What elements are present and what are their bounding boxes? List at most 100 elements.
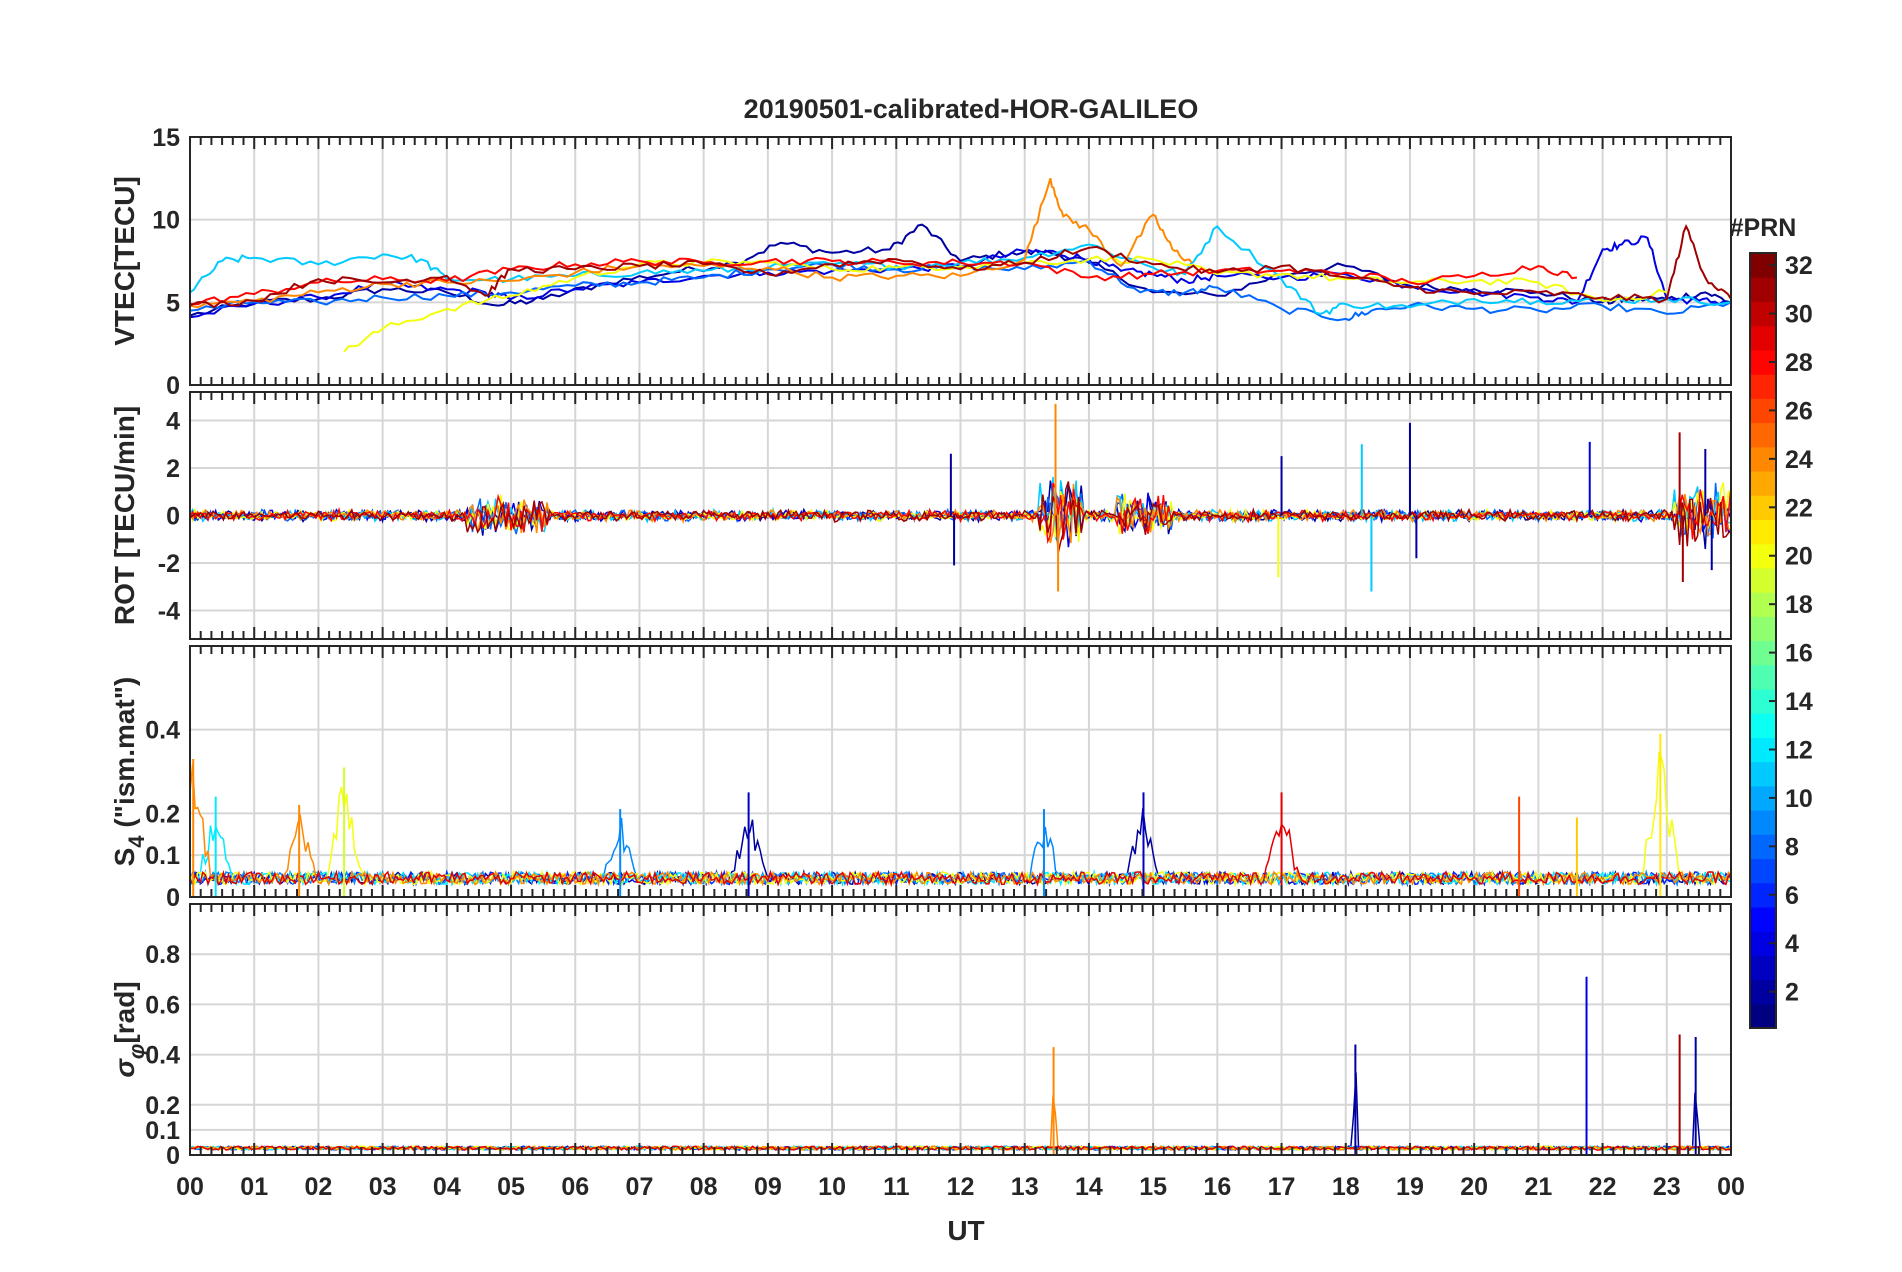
colorbar-segment: [1750, 955, 1776, 981]
y-axis-label: VTEC[TECU]: [109, 176, 140, 346]
x-tick-label: 23: [1653, 1173, 1681, 1201]
y-label-main: S: [109, 848, 140, 867]
x-tick-label: 00: [176, 1173, 204, 1201]
x-tick-label: 05: [497, 1173, 525, 1201]
colorbar-tick-label: 24: [1785, 446, 1813, 474]
panel-2: -4 -2 0 2 4 ROT [TECU/min]: [109, 391, 1732, 640]
y-tick-label: 0.2: [145, 800, 180, 828]
colorbar-segment: [1750, 713, 1776, 738]
x-tick-label: 11: [883, 1173, 910, 1201]
colorbar-segment: [1750, 470, 1776, 496]
colorbar-tick-label: 10: [1785, 785, 1813, 813]
x-tick-label: 17: [1268, 1173, 1296, 1201]
y-tick-label: 0.2: [145, 1092, 180, 1120]
colorbar-segment: [1750, 277, 1776, 303]
y-axis-label: ROT [TECU/min]: [109, 406, 140, 625]
panel-1: 0 5 10 15 VTEC[TECU]: [109, 124, 1732, 400]
x-tick-label: 07: [626, 1173, 654, 1201]
y-tick-label: -4: [158, 598, 180, 626]
x-tick-label: 18: [1332, 1173, 1360, 1201]
y-axis-label: S4 ("ism.mat"): [109, 677, 149, 867]
index-line: [190, 822, 1731, 888]
colorbar-tick-label: 4: [1785, 930, 1799, 958]
colorbar-tick-label: 2: [1785, 979, 1799, 1007]
colorbar-segment: [1750, 761, 1776, 787]
y-tick-label: 5: [166, 289, 180, 317]
colorbar-segment: [1750, 858, 1776, 884]
colorbar-tick-label: 14: [1785, 688, 1813, 716]
y-tick-label: 0: [166, 372, 180, 400]
x-tick-label: 03: [369, 1173, 397, 1201]
y-tick-label: 0: [166, 884, 180, 912]
x-tick-label: 12: [947, 1173, 975, 1201]
chart-title: 20190501-calibrated-HOR-GALILEO: [744, 94, 1199, 124]
colorbar-frame: [1749, 252, 1777, 1029]
x-tick-label: 21: [1524, 1173, 1552, 1201]
colorbar-segment: [1750, 906, 1776, 932]
colorbar-tick-label: 32: [1785, 252, 1813, 280]
colorbar-tick-label: 20: [1785, 543, 1813, 571]
colorbar-segment: [1750, 567, 1776, 593]
y-label-subscript: 4: [124, 835, 149, 848]
y-tick-label: 2: [166, 455, 180, 483]
x-tick-label: 16: [1203, 1173, 1231, 1201]
x-tick-label: 02: [305, 1173, 333, 1201]
y-label-suffix: ("ism.mat"): [109, 677, 140, 836]
data-layer: [190, 733, 1731, 897]
data-layer: [190, 178, 1731, 353]
x-tick-label: 10: [818, 1173, 846, 1201]
y-tick-label: 0.6: [145, 991, 180, 1019]
x-axis: 00 01 02 03 04 05 06 07 08 09 10 11 12 13 14 15 16 17 18 19…: [176, 1173, 1745, 1201]
data-layer: [190, 403, 1731, 592]
x-tick-label: 19: [1396, 1173, 1424, 1201]
y-tick-label: 0.1: [145, 1117, 180, 1145]
y-axis-label: σφ[rad]: [109, 981, 149, 1077]
x-tick-label: 08: [690, 1173, 718, 1201]
x-tick-label: 13: [1011, 1173, 1039, 1201]
x-tick-label: 06: [561, 1173, 589, 1201]
y-label-subscript: φ: [124, 1044, 149, 1059]
y-label-main: σ: [109, 1058, 140, 1078]
series-line: [190, 223, 1731, 317]
y-tick-label: 15: [152, 124, 180, 152]
colorbar-segment: [1750, 616, 1776, 642]
y-tick-label: 4: [166, 408, 180, 436]
x-tick-label: 04: [433, 1173, 461, 1201]
y-tick-label: 0.8: [145, 941, 180, 969]
y-tick-label: 0.4: [145, 717, 180, 745]
rot-noise-line: [190, 481, 1731, 554]
colorbar-tick-label: 8: [1785, 833, 1799, 861]
y-tick-label: -2: [158, 550, 180, 578]
colorbar-tick-label: 26: [1785, 397, 1813, 425]
colorbar-segment: [1750, 519, 1776, 545]
colorbar-tick-label: 28: [1785, 349, 1813, 377]
x-tick-label: 01: [240, 1173, 268, 1201]
x-tick-label: 15: [1139, 1173, 1167, 1201]
x-tick-label: 14: [1075, 1173, 1103, 1201]
colorbar-segment: [1750, 1003, 1776, 1029]
series-line: [190, 259, 1731, 322]
y-tick-label: 0: [166, 1142, 180, 1170]
colorbar-tick-label: 12: [1785, 736, 1813, 764]
y-tick-label: 10: [152, 207, 180, 235]
colorbar-tick-label: 16: [1785, 640, 1813, 668]
series-line: [190, 223, 1731, 309]
colorbar-label: #PRN: [1730, 214, 1797, 242]
y-label-suffix: [rad]: [109, 981, 140, 1043]
series-line: [190, 256, 1578, 306]
x-tick-label: 00: [1717, 1173, 1745, 1201]
y-tick-label: 0.1: [145, 842, 180, 870]
colorbar-segment: [1750, 374, 1776, 399]
colorbar-tick-label: 22: [1785, 494, 1813, 522]
y-tick-label: 0.4: [145, 1042, 180, 1070]
panel-3: 00.10.20.4S4 ("ism.mat"): [109, 645, 1732, 912]
panel-4: 00.10.2 0.4 0.6 0.8 σφ[rad]: [109, 903, 1732, 1170]
colorbar-segment: [1750, 810, 1776, 835]
colorbar-tick-label: 18: [1785, 591, 1813, 619]
colorbar-tick-label: 6: [1785, 882, 1799, 910]
x-tick-label: 22: [1589, 1173, 1617, 1201]
colorbar-segment: [1750, 664, 1776, 690]
